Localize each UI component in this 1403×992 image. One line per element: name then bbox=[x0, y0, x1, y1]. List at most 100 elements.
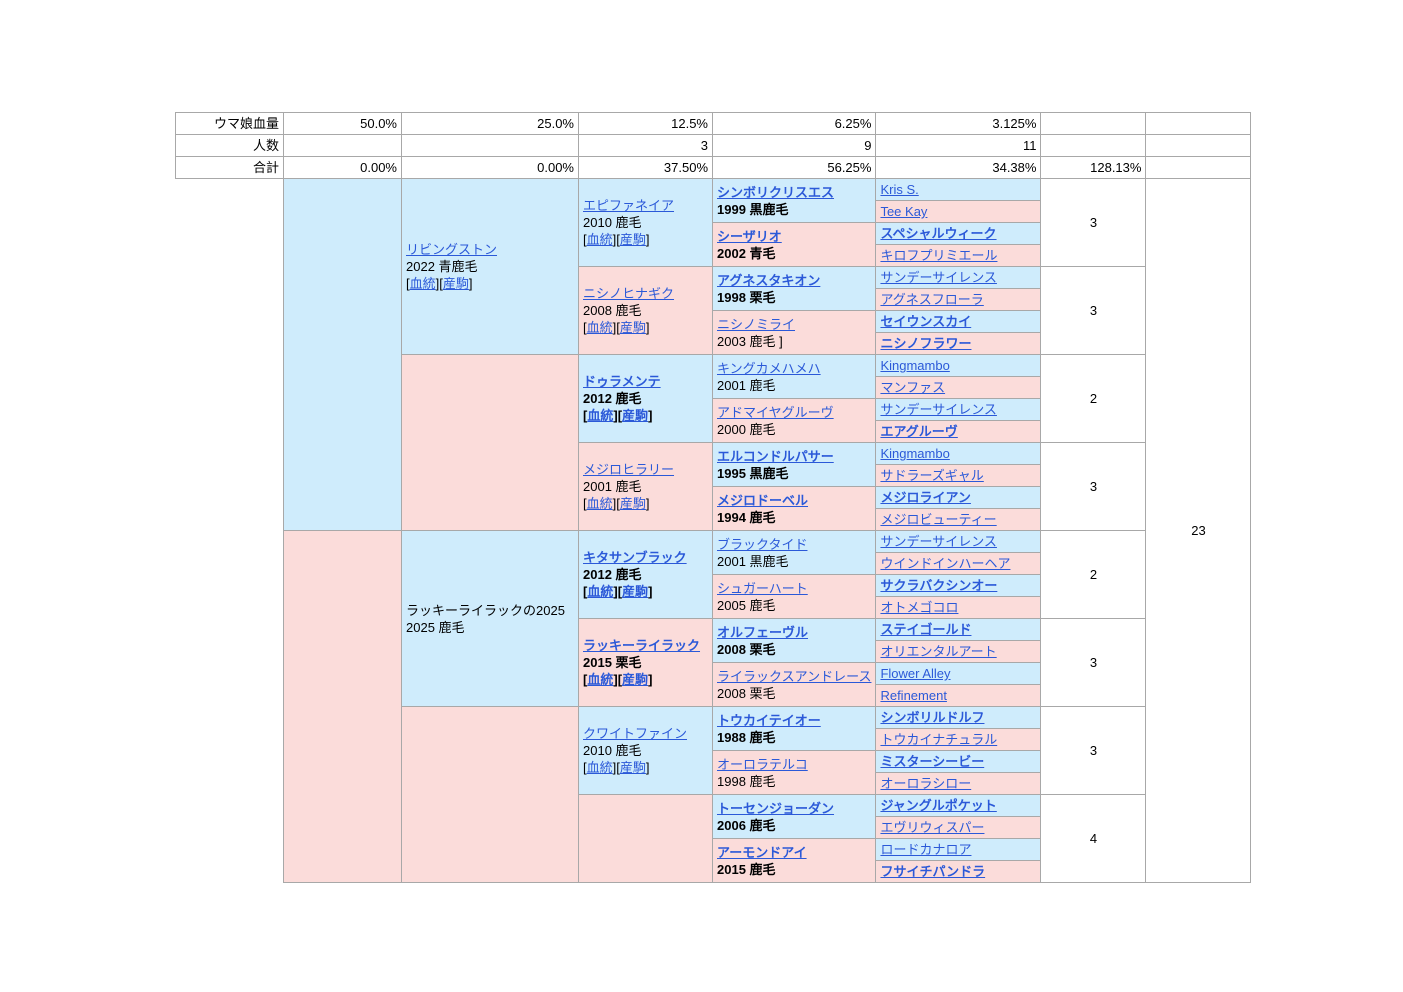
horse-link[interactable]: トーセンジョーダン bbox=[717, 800, 835, 816]
blood-link[interactable]: 血統 bbox=[583, 760, 616, 775]
pedigree-cell-g4-4: キングカメハメハ 2001 鹿毛 bbox=[711, 354, 877, 399]
horse-link[interactable]: キロフプリミエール bbox=[880, 248, 998, 263]
horse-link[interactable]: リビングストン bbox=[406, 242, 498, 257]
horse-link[interactable]: Flower Alley bbox=[880, 666, 951, 681]
horse-link[interactable]: オリエンタルアート bbox=[880, 644, 997, 659]
horse-detail: 2008 鹿毛 bbox=[583, 303, 642, 318]
horse-link[interactable]: ニシノフラワー bbox=[880, 336, 972, 351]
horse-link[interactable]: シーザリオ bbox=[717, 228, 782, 244]
horse-link[interactable]: キングカメハメハ bbox=[717, 360, 821, 376]
horse-link[interactable]: ドゥラメンテ bbox=[583, 374, 661, 389]
offspring-link[interactable]: 産駒 bbox=[618, 672, 653, 687]
horse-link[interactable]: アドマイヤグルーヴ bbox=[717, 404, 834, 420]
horse-link[interactable]: メジロライアン bbox=[880, 490, 971, 505]
offspring-link[interactable]: 産駒 bbox=[616, 320, 649, 335]
offspring-link[interactable]: 産駒 bbox=[616, 760, 649, 775]
horse-link[interactable]: オーロラシロー bbox=[880, 776, 972, 791]
pedigree-cell-g5-24: シンボリルドルフ bbox=[875, 706, 1042, 729]
pedigree-cell-g5-7: ニシノフラワー bbox=[875, 332, 1042, 355]
blood-link[interactable]: 血統 bbox=[583, 408, 618, 423]
horse-link[interactable]: セイウンスカイ bbox=[880, 314, 972, 329]
blood-link[interactable]: 血統 bbox=[583, 232, 616, 247]
horse-name: アーモンドアイ bbox=[717, 844, 871, 861]
horse-link[interactable]: オトメゴコロ bbox=[880, 600, 959, 615]
horse-link[interactable]: アグネスフローラ bbox=[880, 292, 984, 307]
horse-link[interactable]: アグネスタキオン bbox=[717, 272, 821, 288]
horse-link[interactable]: ジャングルポケット bbox=[880, 798, 997, 813]
horse-link[interactable]: メジロドーベル bbox=[717, 492, 809, 508]
horse-link[interactable]: Kris S. bbox=[880, 182, 919, 197]
blood-link[interactable]: 血統 bbox=[583, 320, 616, 335]
pedigree-cell-g2-0: リビングストン 2022 青鹿毛 血統産駒 bbox=[401, 178, 579, 355]
horse-link[interactable]: スペシャルウィーク bbox=[880, 226, 997, 241]
blood-link[interactable]: 血統 bbox=[583, 672, 618, 687]
horse-link[interactable]: ステイゴールド bbox=[880, 622, 972, 637]
offspring-link[interactable]: 産駒 bbox=[616, 496, 649, 511]
pedigree-table: ウマ娘血量 50.0% 25.0% 12.5% 6.25% 3.125% 人数 … bbox=[175, 112, 1252, 883]
blood-link[interactable]: 血統 bbox=[583, 496, 616, 511]
horse-link[interactable]: サンデーサイレンス bbox=[880, 270, 997, 285]
horse-link[interactable]: サドラーズギャル bbox=[880, 468, 984, 483]
blood-link[interactable]: 血統 bbox=[406, 276, 439, 291]
horse-link[interactable]: オルフェーヴル bbox=[717, 624, 809, 640]
offspring-link[interactable]: 産駒 bbox=[618, 408, 653, 423]
horse-link[interactable]: トウカイナチュラル bbox=[880, 732, 998, 747]
horse-links: 血統産駒 bbox=[583, 495, 708, 512]
horse-link[interactable]: ミスターシービー bbox=[880, 754, 985, 769]
pedigree-cell-g4-1: シーザリオ 2002 青毛 bbox=[711, 222, 877, 267]
horse-link[interactable]: エヴリウィスパー bbox=[880, 820, 985, 835]
header-cell: 50.0% bbox=[283, 112, 402, 135]
horse-link[interactable]: メジロビューティー bbox=[880, 512, 997, 527]
horse-link[interactable]: サクラバクシンオー bbox=[880, 578, 998, 593]
horse-name: オルフェーヴル bbox=[717, 624, 871, 641]
horse-link[interactable]: Kingmambo bbox=[880, 446, 950, 461]
horse-link[interactable]: キタサンブラック bbox=[583, 550, 687, 565]
row-label-total: 合計 bbox=[175, 156, 284, 179]
horse-link[interactable]: フサイチパンドラ bbox=[880, 864, 986, 879]
horse-link[interactable]: シュガーハート bbox=[717, 580, 808, 596]
blood-link[interactable]: 血統 bbox=[583, 584, 618, 599]
horse-detail: 2015 鹿毛 bbox=[717, 861, 776, 877]
horse-link[interactable]: エルコンドルパサー bbox=[717, 448, 834, 464]
horse-link[interactable]: Kingmambo bbox=[880, 358, 950, 373]
horse-name: キングカメハメハ bbox=[717, 360, 871, 377]
horse-link[interactable]: オーロラテルコ bbox=[717, 756, 808, 772]
offspring-link[interactable]: 産駒 bbox=[616, 232, 649, 247]
header-cell: 9 bbox=[711, 134, 877, 157]
horse-link[interactable]: クワイトファイン bbox=[583, 726, 688, 741]
pedigree-cell-g5-3: キロフプリミエール bbox=[875, 244, 1042, 267]
horse-link[interactable]: マンファス bbox=[880, 380, 946, 395]
horse-link[interactable]: シンボリルドルフ bbox=[880, 710, 985, 725]
pedigree-cell-g5-0: Kris S. bbox=[875, 178, 1042, 201]
horse-link[interactable]: シンボリクリスエス bbox=[717, 184, 835, 200]
horse-links: 血統産駒 bbox=[583, 583, 708, 600]
horse-link[interactable]: ウインドインハーヘア bbox=[880, 556, 1011, 571]
horse-link[interactable]: ラッキーライラック bbox=[583, 638, 701, 653]
horse-link[interactable]: トウカイテイオー bbox=[717, 712, 821, 728]
horse-link[interactable]: アーモンドアイ bbox=[717, 844, 807, 860]
pedigree-cell-g3-7-empty bbox=[578, 794, 713, 883]
pedigree-cell-g3-4: キタサンブラック 2012 鹿毛 血統産駒 bbox=[578, 530, 713, 619]
horse-links: 血統産駒 bbox=[583, 759, 708, 776]
header-cell: 3.125% bbox=[875, 112, 1042, 135]
pedigree-cell-g4-8: ブラックタイド 2001 黒鹿毛 bbox=[711, 530, 877, 575]
offspring-link[interactable]: 産駒 bbox=[618, 584, 653, 599]
horse-link[interactable]: サンデーサイレンス bbox=[880, 402, 997, 417]
horse-link[interactable]: ロードカナロア bbox=[880, 842, 972, 857]
horse-link[interactable]: エアグルーヴ bbox=[880, 424, 958, 439]
count-cell: 3 bbox=[1040, 266, 1147, 355]
horse-link[interactable]: Tee Kay bbox=[880, 204, 928, 219]
horse-link[interactable]: ニシノヒナギク bbox=[583, 286, 675, 301]
horse-detail: 2025 鹿毛 bbox=[406, 619, 465, 635]
horse-link[interactable]: ライラックスアンドレース bbox=[717, 668, 872, 684]
horse-link[interactable]: メジロヒラリー bbox=[583, 462, 675, 477]
pedigree-cell-g5-19: オトメゴコロ bbox=[875, 596, 1042, 619]
horse-link[interactable]: サンデーサイレンス bbox=[880, 534, 997, 549]
horse-link[interactable]: エピファネイア bbox=[583, 198, 675, 213]
horse-link[interactable]: Refinement bbox=[880, 688, 947, 703]
header-cell: 56.25% bbox=[711, 156, 877, 179]
offspring-link[interactable]: 産駒 bbox=[439, 276, 472, 291]
horse-link[interactable]: ニシノミライ bbox=[717, 316, 796, 332]
horse-link[interactable]: ブラックタイド bbox=[717, 536, 808, 552]
header-cell bbox=[401, 134, 579, 157]
